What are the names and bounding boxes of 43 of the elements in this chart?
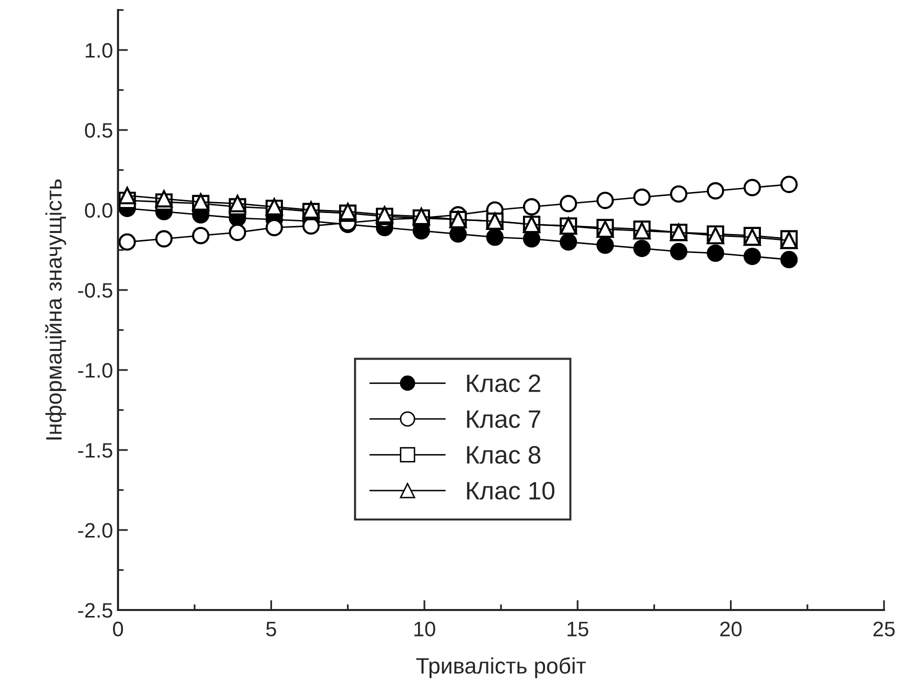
legend-label: Клас 8 (467, 446, 540, 464)
legend-label: Клас 2 (467, 374, 540, 392)
y-tick-label: -1.5 (78, 443, 112, 458)
point (780, 176, 798, 194)
x-tick-label: 15 (568, 622, 588, 636)
point (633, 240, 651, 258)
point (522, 198, 540, 216)
point (192, 226, 210, 244)
y-tick-label: -2.0 (78, 523, 112, 538)
legend-label: Клас 10 (467, 482, 554, 500)
point (706, 182, 724, 200)
point (155, 190, 173, 208)
y-tick-label: -0.5 (78, 283, 112, 298)
legend-label: Клас 7 (467, 410, 540, 428)
point (744, 248, 761, 266)
point (596, 236, 614, 254)
y-axis-title: Інформаційна значущість (45, 179, 66, 440)
point (118, 186, 136, 204)
x-tick-label: 5 (266, 622, 276, 636)
y-tick-label: -1.0 (78, 363, 112, 378)
point (633, 188, 651, 206)
x-tick-label: 20 (720, 622, 742, 636)
x-tick-label: 25 (873, 622, 895, 636)
point (155, 230, 173, 248)
point (744, 178, 761, 196)
point (486, 228, 504, 246)
y-tick-label: 0.5 (84, 123, 112, 138)
point (228, 194, 246, 212)
point (670, 242, 688, 260)
y-tick-label: 0.0 (84, 203, 112, 218)
y-tick-label: -2.5 (78, 603, 112, 618)
x-tick-label: 10 (414, 622, 436, 636)
point (780, 250, 798, 268)
y-tick-label: 1.0 (86, 43, 112, 58)
point (670, 185, 688, 203)
point (560, 194, 578, 212)
x-tick-label: 0 (113, 622, 123, 636)
point (706, 244, 724, 262)
point (118, 233, 136, 251)
point (560, 233, 578, 251)
x-axis-title: Тривалість робіт (416, 657, 586, 678)
point (228, 224, 246, 242)
point (596, 192, 614, 210)
